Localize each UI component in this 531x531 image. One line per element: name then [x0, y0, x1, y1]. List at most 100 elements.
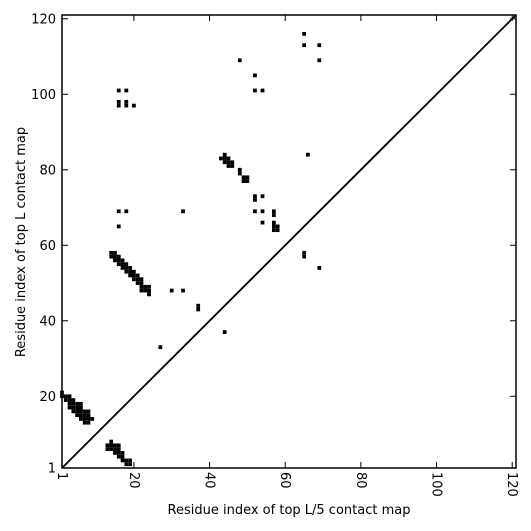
x-axis-label: Residue index of top L/5 contact map [168, 503, 411, 518]
contact-point [260, 88, 265, 93]
contact-point [131, 269, 136, 274]
contact-point [128, 269, 132, 274]
contact-point [124, 209, 129, 214]
contact-point [253, 209, 257, 214]
contact-point [241, 175, 246, 180]
contact-point [302, 254, 307, 259]
x-axis-ticks: 1 20 40 60 80 100 120 [54, 15, 519, 497]
contact-point [124, 458, 129, 463]
contact-point [105, 443, 110, 448]
contact-point [116, 454, 121, 459]
contact-point [124, 266, 129, 270]
contact-point [116, 443, 121, 448]
contact-point [86, 409, 91, 414]
contact-point [230, 160, 235, 165]
contact-point [109, 439, 114, 444]
contact-point [86, 420, 91, 425]
contact-point [302, 43, 307, 48]
contact-point [253, 194, 257, 199]
contact-point [116, 88, 121, 93]
contact-point [71, 405, 76, 410]
contact-point [113, 447, 117, 452]
contact-point [275, 224, 280, 229]
contact-point [196, 303, 201, 308]
contact-point [169, 288, 174, 293]
contact-point [306, 152, 310, 157]
x-tick-label: 1 [54, 472, 69, 480]
contact-point [271, 213, 276, 217]
contact-point [128, 462, 132, 467]
y-tick-label: 1 [48, 462, 56, 477]
y-axis-label: Residue index of top L contact map [14, 127, 29, 357]
contact-point [79, 417, 83, 421]
contact-point [120, 258, 125, 263]
contact-point [113, 451, 117, 455]
contact-point [139, 277, 144, 282]
contact-point [245, 179, 250, 183]
contact-point [196, 307, 201, 312]
contact-points [60, 31, 322, 467]
contact-point [124, 462, 129, 467]
contact-point [147, 284, 151, 289]
contact-point [113, 250, 117, 255]
contact-point [147, 292, 151, 297]
contact-point [79, 401, 83, 406]
contact-point [237, 171, 242, 176]
contact-point [181, 209, 185, 214]
contact-point [71, 409, 76, 414]
contact-point [237, 167, 242, 172]
contact-point [253, 73, 257, 78]
contact-point [226, 156, 231, 161]
plot-frame [61, 14, 517, 469]
y-tick-label: 40 [39, 314, 56, 329]
contact-point [271, 220, 276, 225]
contact-point [222, 152, 227, 157]
contact-point [71, 398, 76, 402]
y-tick-label: 20 [39, 390, 56, 405]
contact-point [147, 288, 151, 293]
contact-point [109, 443, 114, 448]
contact-point [222, 330, 227, 334]
contact-point [139, 284, 144, 289]
contact-point [116, 258, 121, 263]
contact-point [67, 398, 72, 402]
contact-point [241, 179, 246, 183]
y-tick-label: 60 [39, 239, 56, 254]
contact-point [113, 443, 117, 448]
x-tick-label: 40 [202, 472, 217, 489]
contact-point [271, 224, 276, 229]
contact-point [116, 254, 121, 259]
contact-point [120, 266, 125, 270]
contact-point [82, 417, 87, 421]
contact-point [124, 99, 129, 104]
contact-point [135, 277, 140, 282]
contact-point [135, 281, 140, 285]
contact-point [128, 266, 132, 270]
contact-point [113, 258, 117, 263]
contact-point [181, 288, 185, 293]
contact-point [275, 228, 280, 233]
contact-point [79, 409, 83, 414]
contact-point [116, 447, 121, 452]
contact-point [90, 417, 95, 421]
contact-point [67, 405, 72, 410]
y-tick-label: 120 [31, 12, 56, 27]
contact-point [120, 262, 125, 267]
contact-point [105, 447, 110, 452]
contact-point [222, 156, 227, 161]
contact-point [131, 277, 136, 282]
contact-point [116, 103, 121, 108]
contact-point [109, 250, 114, 255]
contact-point [86, 417, 91, 421]
contact-point [109, 254, 114, 259]
contact-point [82, 413, 87, 418]
contact-point [260, 194, 265, 199]
contact-point [63, 398, 68, 402]
x-tick-label: 60 [277, 472, 292, 489]
contact-point [116, 224, 121, 229]
x-tick-label: 100 [429, 472, 444, 497]
contact-point [219, 156, 223, 161]
contact-point [226, 164, 231, 168]
contact-point [124, 88, 129, 93]
